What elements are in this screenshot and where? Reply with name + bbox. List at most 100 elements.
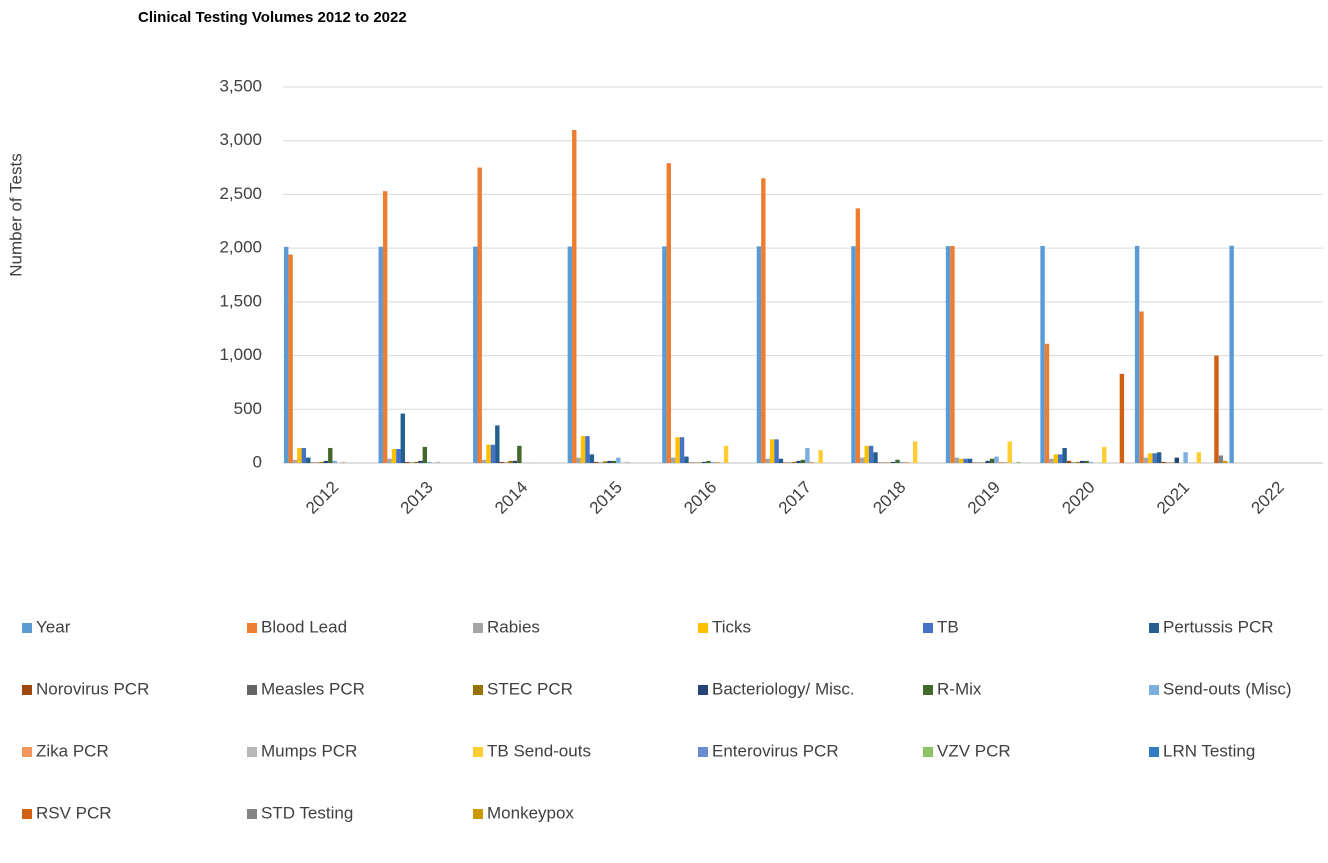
bar [800, 459, 806, 463]
x-tick-label: 2016 [680, 478, 720, 518]
bar [1192, 462, 1197, 463]
bar [912, 441, 918, 463]
bar [572, 129, 577, 463]
bar [1044, 343, 1050, 463]
legend-swatch [247, 809, 257, 819]
bar [899, 461, 905, 463]
bar [756, 246, 762, 463]
bar [1084, 460, 1089, 463]
legend-label: Mumps PCR [261, 741, 357, 760]
bar [706, 460, 711, 463]
bar [319, 461, 324, 463]
bar [904, 461, 909, 463]
legend-swatch [22, 685, 32, 695]
bar [886, 462, 891, 463]
bar [693, 462, 698, 463]
bar [409, 462, 414, 463]
bar [1102, 446, 1107, 463]
bar [481, 459, 487, 463]
bar [301, 447, 307, 463]
bar [1143, 457, 1149, 463]
y-axis-title: Number of Tests [6, 153, 25, 276]
bar [954, 457, 960, 463]
legend-swatch [247, 747, 257, 757]
x-tick-label: 2012 [302, 478, 342, 518]
bar [1016, 461, 1021, 463]
y-tick-label: 3,000 [219, 130, 262, 149]
bar [1080, 460, 1085, 463]
bar [967, 458, 973, 463]
bar [950, 245, 955, 463]
legend-label: Send-outs (Misc) [1163, 679, 1291, 698]
bar [486, 444, 491, 463]
bar [1183, 452, 1188, 463]
bar [679, 437, 685, 463]
bar [1152, 453, 1157, 463]
bar [851, 246, 856, 463]
bar [1161, 461, 1166, 463]
bar [1071, 462, 1076, 463]
bar [404, 461, 410, 463]
legend-label: Blood Lead [261, 617, 347, 636]
bar [391, 449, 397, 463]
bar [1088, 461, 1094, 463]
bar [499, 461, 504, 463]
bar [477, 167, 482, 464]
bar [310, 462, 315, 463]
y-tick-label: 0 [253, 452, 262, 471]
bar [1053, 454, 1058, 463]
x-tick-label: 2021 [1153, 478, 1193, 518]
bar [332, 460, 337, 463]
legend-label: Norovirus PCR [36, 679, 149, 698]
y-tick-label: 500 [234, 399, 262, 418]
bar [989, 458, 995, 463]
bar [855, 208, 861, 463]
bar [435, 461, 441, 463]
bar [616, 457, 621, 463]
bar [1049, 458, 1054, 463]
legend-label: Ticks [712, 617, 751, 636]
bar [908, 462, 913, 463]
bar [567, 246, 573, 463]
bar [624, 461, 630, 463]
bar [945, 246, 951, 463]
bar [576, 457, 581, 463]
legend-swatch [473, 809, 483, 819]
x-tick-label: 2019 [964, 478, 1004, 518]
bar [976, 462, 982, 463]
bar [1139, 311, 1144, 463]
bar [998, 461, 1004, 463]
bar [490, 444, 496, 463]
bar [1003, 461, 1008, 463]
bar [387, 458, 392, 463]
legend-label: RSV PCR [36, 803, 112, 822]
legend-label: Year [36, 617, 71, 636]
bar [594, 461, 599, 463]
bar [796, 460, 801, 463]
legend-swatch [923, 685, 933, 695]
bar [882, 462, 887, 463]
bar [495, 425, 500, 463]
bar [774, 439, 779, 463]
bar [710, 461, 716, 463]
bar [1196, 452, 1202, 463]
legend-swatch [923, 623, 933, 633]
bar [723, 445, 729, 463]
bar [580, 436, 586, 463]
legend-swatch [473, 623, 483, 633]
legend-label: TB Send-outs [487, 741, 591, 760]
y-tick-label: 2,000 [219, 238, 262, 257]
legend-label: VZV PCR [937, 741, 1011, 760]
bar [323, 460, 329, 463]
bar [341, 461, 346, 463]
legend-label: Bacteriology/ Misc. [712, 679, 855, 698]
bar [1170, 462, 1175, 463]
bar [512, 460, 518, 463]
legend-label: Monkeypox [487, 803, 574, 822]
bar [418, 460, 423, 463]
bar [297, 447, 302, 463]
bar [1214, 355, 1219, 463]
y-tick-label: 2,500 [219, 184, 262, 203]
bar [284, 246, 289, 463]
legend-swatch [473, 747, 483, 757]
